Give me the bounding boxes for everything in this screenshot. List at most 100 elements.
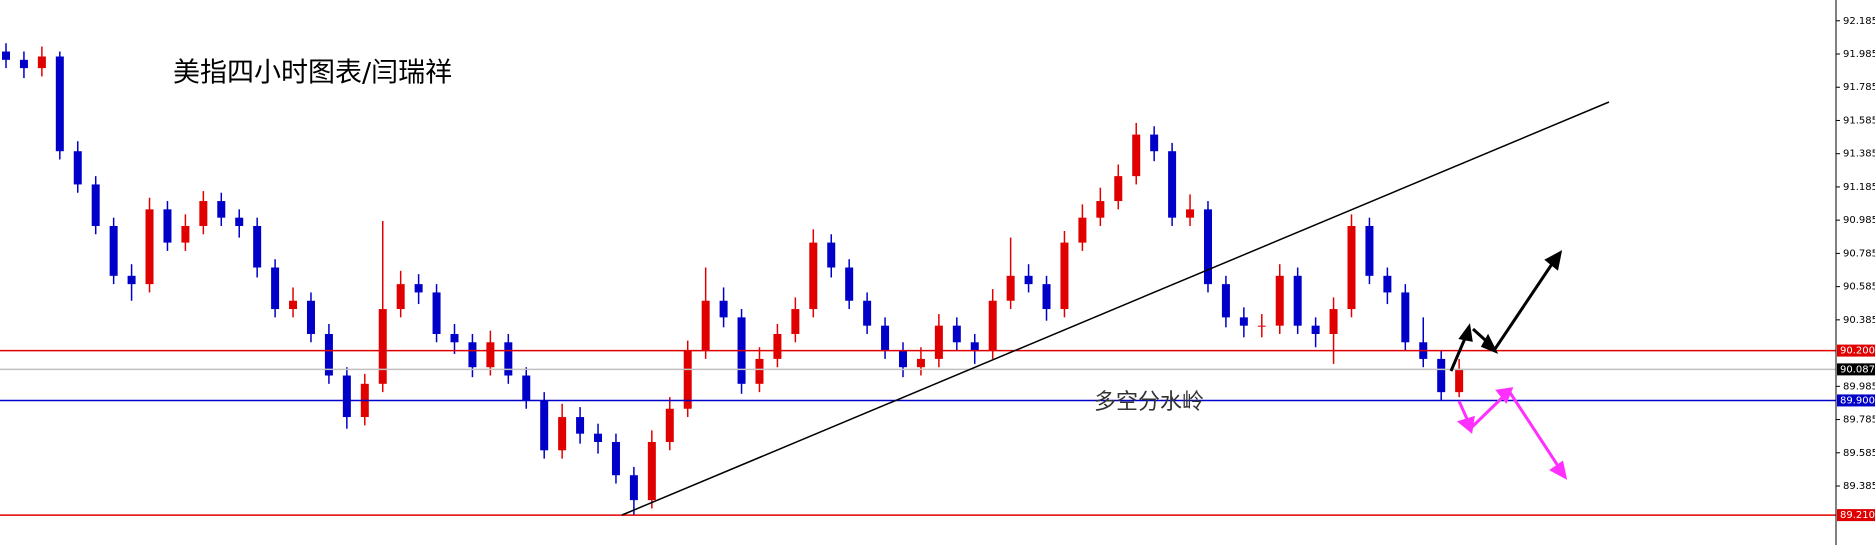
candle-body [91, 184, 100, 226]
candle-body [988, 300, 997, 351]
y-tick-label: 90.985 [1843, 215, 1875, 226]
chart-title: 美指四小时图表/闫瑞祥 [173, 58, 452, 89]
candle-body [809, 242, 818, 310]
candle-body [1006, 275, 1015, 301]
candle-body [1096, 201, 1105, 218]
candle-body [773, 333, 782, 359]
candle-body [629, 475, 638, 501]
candle-body [719, 300, 728, 318]
bear-arrows [1456, 387, 1568, 480]
candle-body [486, 342, 495, 368]
candle-body [1078, 217, 1087, 243]
arrow [1469, 388, 1564, 473]
level-tag [1837, 509, 1875, 522]
candle-body [827, 242, 836, 268]
candle-body [683, 350, 692, 409]
level-label: 89.210 [1840, 510, 1875, 521]
candle-body [845, 267, 854, 301]
candle-body [109, 225, 118, 276]
candle-body [1329, 309, 1338, 334]
candle-body [701, 300, 710, 351]
candle-body [755, 358, 764, 384]
candle-body [1042, 284, 1051, 310]
candle-body [432, 292, 441, 334]
candle-body [1168, 151, 1177, 218]
candle-body [916, 358, 925, 368]
candle-body [235, 217, 244, 226]
arrowhead [1544, 250, 1563, 271]
arrowhead [1456, 415, 1475, 434]
candle-body [181, 225, 190, 243]
candle-body [934, 325, 943, 359]
candle-body [378, 309, 387, 384]
candle-body [127, 275, 136, 285]
candle-body [306, 300, 315, 334]
candle-body [522, 375, 531, 401]
candle-body [1060, 242, 1069, 310]
candle-body [791, 309, 800, 334]
candle-body [1275, 275, 1284, 326]
candle-body [1114, 176, 1123, 202]
candle-body [217, 201, 226, 218]
y-tick-label: 89.785 [1843, 415, 1875, 426]
y-tick-label: 89.385 [1843, 481, 1875, 492]
candle-body [1401, 292, 1410, 343]
candle-body [2, 51, 10, 60]
candle-body [1383, 275, 1392, 293]
candle-body [163, 209, 172, 243]
arrow [1471, 257, 1558, 352]
candle-body [73, 151, 82, 185]
candle-body [952, 325, 961, 343]
arrowhead [1480, 333, 1499, 354]
level-label: 90.200 [1840, 346, 1875, 357]
y-tick-label: 91.185 [1843, 182, 1875, 193]
level-tag [1837, 363, 1875, 376]
arrowhead [1495, 387, 1514, 404]
candle-body [1293, 275, 1302, 326]
candle-body [611, 441, 620, 476]
candle-body [576, 417, 585, 434]
candle-body [450, 333, 459, 343]
y-tick-label: 89.585 [1843, 448, 1875, 459]
candle-body [504, 342, 513, 376]
candle-body [324, 333, 333, 376]
candle-body [1203, 209, 1212, 285]
plot: 92.185 91.985 91.785 91.585 91.385 91.185 90.9… [0, 16, 1875, 521]
candle-body [1221, 284, 1230, 318]
candle-body [37, 56, 46, 69]
candle-body [414, 284, 423, 293]
candle-body [145, 209, 154, 285]
y-tick-label: 90.785 [1843, 248, 1875, 259]
candle-body [899, 350, 907, 368]
candle-body [1186, 209, 1195, 218]
candle-body [1455, 368, 1464, 393]
y-tick-label: 91.385 [1843, 149, 1875, 160]
candle-body [970, 342, 979, 351]
candle-body [342, 375, 351, 418]
candle-body [1150, 134, 1159, 152]
level-tag [1837, 344, 1875, 357]
candle-body [881, 325, 890, 351]
candle-body [253, 225, 262, 268]
y-tick-label: 90.585 [1843, 282, 1875, 293]
candle-body [558, 417, 567, 451]
y-tick-label: 91.585 [1843, 115, 1875, 126]
bull-arrows [1449, 250, 1563, 372]
candle-body [863, 300, 872, 326]
candle-body [1024, 275, 1033, 285]
y-tick-label: 92.185 [1843, 16, 1875, 27]
y-tick-label: 90.385 [1843, 315, 1875, 326]
candle-body [55, 56, 64, 152]
candle-body [594, 433, 603, 442]
y-tick-label: 91.785 [1843, 82, 1875, 93]
level-tag [1837, 394, 1875, 407]
candle-body [1257, 325, 1266, 327]
candle-body [647, 441, 656, 501]
candle-body [1311, 325, 1320, 334]
arrowhead [1549, 460, 1568, 480]
candle-body [1365, 225, 1374, 276]
candle-body [289, 300, 298, 310]
annotation: 多空分水岭 [1094, 390, 1204, 415]
candle-body [665, 408, 674, 442]
